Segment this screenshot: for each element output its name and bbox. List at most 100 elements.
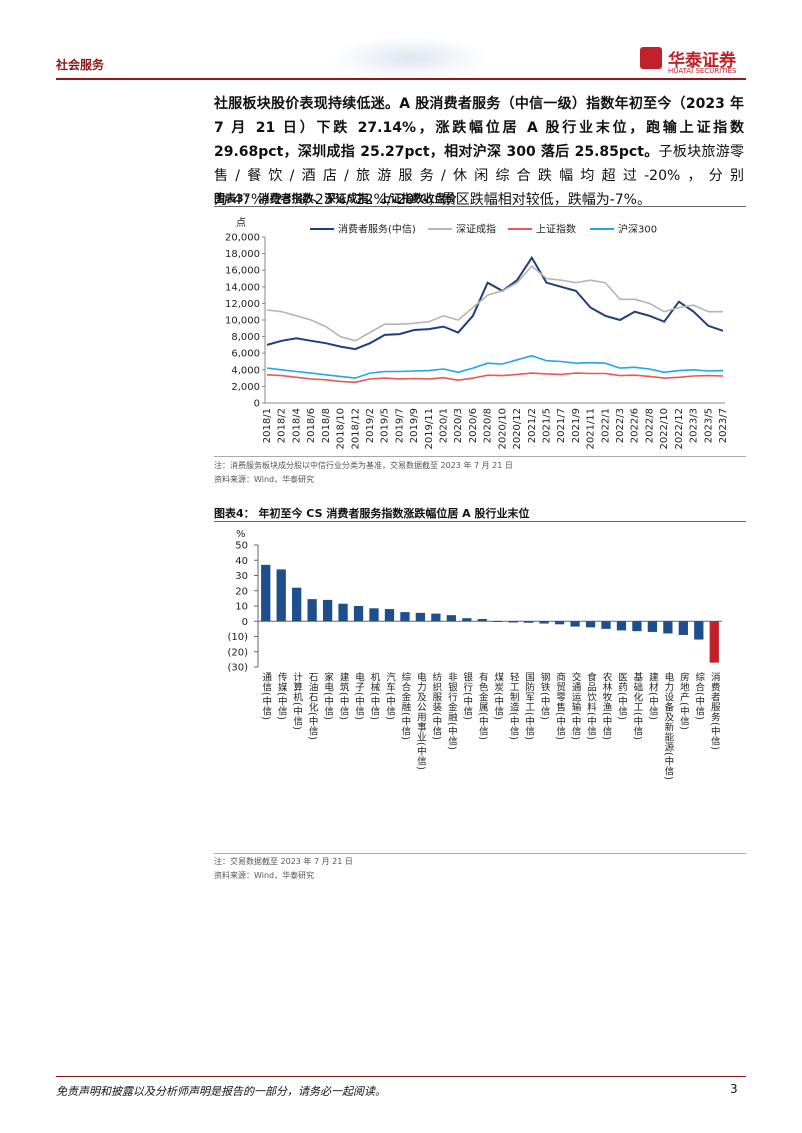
x-tick-label: 2018/4 [291, 408, 302, 443]
bar [338, 603, 348, 622]
x-tick-label: 2020/3 [453, 408, 464, 443]
x-tick-label: 2020/10 [497, 408, 508, 450]
note: 注：消费服务板块成分股以中信行业分类为基准，交易数据截至 2023 年 7 月 … [214, 461, 513, 470]
x-tick-label: 房地产(中信) [678, 671, 690, 730]
x-tick-label: 2022/1 [600, 408, 611, 443]
paragraph: 社服板块股价表现持续低迷。A 股消费者服务（中信一级）指数年初至今（2023 年… [214, 92, 744, 212]
x-tick-label: 商贸零售(中信) [554, 671, 566, 740]
legend-label: 深证成指 [456, 223, 496, 236]
bar [709, 621, 719, 663]
bar [539, 621, 549, 624]
bar [694, 621, 704, 640]
paragraph-bold: 社服板块股价表现持续低迷。A 股消费者服务（中信一级）指数年初至今（2023 年… [214, 96, 744, 160]
bar [384, 609, 395, 622]
y-tick-label: 2,000 [231, 382, 260, 393]
y-tick-label: 8,000 [231, 332, 260, 343]
x-tick-label: 消费者服务(中信) [709, 671, 721, 750]
bar [647, 621, 658, 632]
bar [261, 564, 271, 622]
y-tick-label: (20) [227, 647, 248, 658]
line-chart: 点 0 2,000 4,000 6,000 8,000 10,000 12,000 14,000… [225, 217, 729, 450]
bar [446, 615, 456, 622]
header-decoration [330, 36, 490, 80]
x-tick-label: 2020/12 [512, 408, 523, 450]
bar [570, 621, 580, 627]
bar [322, 599, 333, 622]
y-tick-label: 12,000 [225, 299, 260, 310]
bar [524, 621, 534, 623]
logo-en: HUATAI SECURITIES [668, 67, 737, 75]
series-line [266, 264, 723, 342]
header-rule [56, 78, 746, 80]
x-tick-label: 电力设备及新能源(中信) [662, 671, 674, 780]
page-number: 3 [730, 1082, 738, 1096]
x-tick-label: 2019/2 [365, 408, 376, 443]
y-tick-label: 14,000 [225, 282, 260, 293]
bar [663, 621, 673, 634]
x-tick-label: 2018/6 [306, 408, 317, 443]
y-tick-label: (10) [227, 632, 248, 643]
y-tick-label: 20 [235, 586, 248, 597]
bar [400, 612, 410, 622]
x-tick-label: 2022/3 [615, 408, 626, 443]
paragraph-text: 子板块旅游零售/餐饮/酒店/旅游服务/休闲综合跌幅均超过-20%，分别为-47%… [214, 144, 745, 208]
y-tick-label: 0 [254, 399, 260, 410]
x-tick-label: 2023/3 [689, 408, 700, 443]
x-tick-label: 钢铁(中信) [539, 671, 551, 720]
bar [431, 613, 441, 622]
x-tick-label: 2018/2 [277, 408, 288, 443]
x-tick-label: 2020/1 [439, 408, 450, 443]
x-tick-label: 农林牧渔(中信) [601, 671, 613, 740]
bar [462, 618, 472, 622]
x-tick-label: 通信(中信) [260, 672, 272, 720]
bar [493, 621, 503, 623]
x-tick-label: 综合金融(中信) [399, 671, 411, 740]
x-tick-label: 银行(中信) [461, 671, 473, 720]
x-tick-label: 食品饮料(中信) [585, 671, 597, 740]
bar [632, 621, 642, 632]
x-tick-label: 2019/9 [409, 408, 420, 443]
x-tick-label: 有色金属(中信) [477, 671, 489, 740]
series-line [266, 354, 724, 379]
legend-label: 上证指数 [536, 223, 576, 236]
x-tick-label: 建材(中信) [647, 671, 659, 720]
series-line [266, 372, 724, 384]
x-tick-label: 2023/7 [718, 408, 729, 443]
x-tick-label: 2018/10 [336, 408, 347, 450]
note: 注：交易数据截至 2023 年 7 月 21 日 [214, 857, 353, 866]
source: 资料来源：Wind，华泰研究 [214, 871, 315, 880]
x-tick-label: 计算机(中信) [291, 671, 303, 730]
logo-icon [640, 47, 662, 69]
source: 资料来源：Wind，华泰研究 [214, 475, 315, 484]
x-tick-label: 2022/10 [659, 408, 670, 450]
x-tick-label: 煤炭(中信) [492, 671, 504, 720]
y-tick-label: 10 [235, 602, 248, 613]
x-tick-label: 2018/1 [262, 408, 273, 443]
y-tick-label: 18,000 [225, 249, 260, 260]
y-tick-label: 4,000 [231, 365, 260, 376]
x-tick-label: 2019/7 [394, 408, 405, 443]
legend-label: 沪深300 [618, 223, 657, 236]
x-tick-label: 2018/12 [350, 408, 361, 450]
x-tick-label: 建筑(中信) [338, 671, 350, 720]
figure-title: 图表3： 消费者指数、深证成指、上证指数收盘价 [214, 192, 457, 205]
rule [214, 853, 746, 854]
x-tick-label: 电力及公用事业(中信) [415, 671, 427, 770]
rule [214, 456, 746, 457]
legend-label: 消费者服务(中信) [338, 223, 416, 236]
y-tick-label: 20,000 [225, 233, 260, 244]
bar [678, 621, 688, 635]
bar [601, 621, 611, 629]
y-tick-label: 50 [235, 541, 248, 552]
x-tick-label: 综合(中信) [693, 671, 705, 720]
x-tick-label: 2021/9 [571, 408, 582, 443]
logo: 华泰证券 [668, 51, 736, 71]
x-tick-label: 2022/8 [644, 408, 655, 443]
rule [214, 521, 746, 522]
x-tick-label: 2021/11 [586, 408, 597, 450]
x-tick-label: 2022/6 [630, 408, 641, 443]
x-tick-label: 2020/6 [468, 408, 479, 443]
bar [554, 621, 565, 625]
y-tick-label: 6,000 [231, 349, 260, 360]
